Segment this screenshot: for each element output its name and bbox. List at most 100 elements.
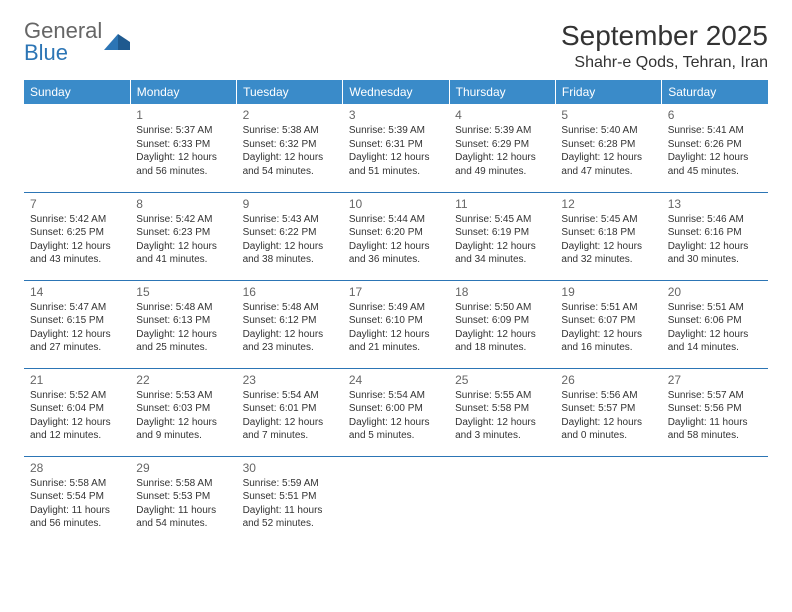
sunrise-line: Sunrise: 5:48 AM bbox=[136, 301, 230, 315]
sunrise-line: Sunrise: 5:38 AM bbox=[243, 124, 337, 138]
day-number: 9 bbox=[243, 196, 337, 212]
sunrise-line: Sunrise: 5:55 AM bbox=[455, 389, 549, 403]
day-number: 24 bbox=[349, 372, 443, 388]
calendar-day-cell: 28Sunrise: 5:58 AMSunset: 5:54 PMDayligh… bbox=[24, 456, 130, 544]
sunrise-line: Sunrise: 5:47 AM bbox=[30, 301, 124, 315]
sunrise-line: Sunrise: 5:50 AM bbox=[455, 301, 549, 315]
daylight-line: Daylight: 12 hours and 9 minutes. bbox=[136, 416, 230, 443]
sunset-line: Sunset: 6:20 PM bbox=[349, 226, 443, 240]
calendar-day-cell: 29Sunrise: 5:58 AMSunset: 5:53 PMDayligh… bbox=[130, 456, 236, 544]
day-number: 18 bbox=[455, 284, 549, 300]
sunrise-line: Sunrise: 5:39 AM bbox=[455, 124, 549, 138]
day-number: 3 bbox=[349, 107, 443, 123]
daylight-line: Daylight: 12 hours and 21 minutes. bbox=[349, 328, 443, 355]
sunset-line: Sunset: 6:33 PM bbox=[136, 138, 230, 152]
logo: General Blue bbox=[24, 20, 130, 64]
daylight-line: Daylight: 12 hours and 54 minutes. bbox=[243, 151, 337, 178]
calendar-row: 14Sunrise: 5:47 AMSunset: 6:15 PM Dayligh… bbox=[24, 280, 768, 368]
weekday-header: Friday bbox=[555, 80, 661, 104]
weekday-header: Tuesday bbox=[237, 80, 343, 104]
calendar-row: 21Sunrise: 5:52 AMSunset: 6:04 PMDayligh… bbox=[24, 368, 768, 456]
calendar-empty-cell bbox=[343, 456, 449, 544]
daylight-line: Daylight: 12 hours and 56 minutes. bbox=[136, 151, 230, 178]
day-number: 27 bbox=[668, 372, 762, 388]
sunrise-line: Sunrise: 5:57 AM bbox=[668, 389, 762, 403]
daylight-line: Daylight: 12 hours and 43 minutes. bbox=[30, 240, 124, 267]
sunset-line: Sunset: 6:01 PM bbox=[243, 402, 337, 416]
sunrise-line: Sunrise: 5:58 AM bbox=[136, 477, 230, 491]
calendar-day-cell: 26Sunrise: 5:56 AMSunset: 5:57 PMDayligh… bbox=[555, 368, 661, 456]
calendar-day-cell: 15Sunrise: 5:48 AMSunset: 6:13 PMDayligh… bbox=[130, 280, 236, 368]
calendar-empty-cell bbox=[24, 104, 130, 192]
calendar-empty-cell bbox=[662, 456, 768, 544]
calendar-day-cell: 22Sunrise: 5:53 AMSunset: 6:03 PMDayligh… bbox=[130, 368, 236, 456]
calendar-day-cell: 4Sunrise: 5:39 AMSunset: 6:29 PMDaylight… bbox=[449, 104, 555, 192]
sunset-line: Sunset: 6:03 PM bbox=[136, 402, 230, 416]
day-number: 19 bbox=[561, 284, 655, 300]
sunrise-line: Sunrise: 5:56 AM bbox=[561, 389, 655, 403]
calendar-day-cell: 18Sunrise: 5:50 AMSunset: 6:09 PMDayligh… bbox=[449, 280, 555, 368]
calendar-day-cell: 7Sunrise: 5:42 AMSunset: 6:25 PMDaylight… bbox=[24, 192, 130, 280]
calendar-row: 1Sunrise: 5:37 AMSunset: 6:33 PMDaylight… bbox=[24, 104, 768, 192]
sunrise-line: Sunrise: 5:43 AM bbox=[243, 213, 337, 227]
sunset-line: Sunset: 6:25 PM bbox=[30, 226, 124, 240]
daylight-line: Daylight: 12 hours and 18 minutes. bbox=[455, 328, 549, 355]
sunrise-line: Sunrise: 5:54 AM bbox=[349, 389, 443, 403]
daylight-line: Daylight: 11 hours and 56 minutes. bbox=[30, 504, 124, 531]
calendar-day-cell: 30Sunrise: 5:59 AMSunset: 5:51 PMDayligh… bbox=[237, 456, 343, 544]
day-number: 5 bbox=[561, 107, 655, 123]
calendar-empty-cell bbox=[555, 456, 661, 544]
sunrise-line: Sunrise: 5:52 AM bbox=[30, 389, 124, 403]
sunrise-line: Sunrise: 5:40 AM bbox=[561, 124, 655, 138]
sunset-line: Sunset: 5:51 PM bbox=[243, 490, 337, 504]
daylight-line: Daylight: 12 hours and 30 minutes. bbox=[668, 240, 762, 267]
sunset-line: Sunset: 6:18 PM bbox=[561, 226, 655, 240]
calendar-day-cell: 6Sunrise: 5:41 AMSunset: 6:26 PMDaylight… bbox=[662, 104, 768, 192]
weekday-header: Thursday bbox=[449, 80, 555, 104]
calendar-day-cell: 8Sunrise: 5:42 AMSunset: 6:23 PMDaylight… bbox=[130, 192, 236, 280]
logo-word2: Blue bbox=[24, 40, 68, 65]
sunset-line: Sunset: 6:15 PM bbox=[30, 314, 124, 328]
calendar-day-cell: 3Sunrise: 5:39 AMSunset: 6:31 PMDaylight… bbox=[343, 104, 449, 192]
sunset-line: Sunset: 5:53 PM bbox=[136, 490, 230, 504]
calendar-day-cell: 24Sunrise: 5:54 AMSunset: 6:00 PMDayligh… bbox=[343, 368, 449, 456]
sunrise-line: Sunrise: 5:45 AM bbox=[561, 213, 655, 227]
calendar-day-cell: 12Sunrise: 5:45 AMSunset: 6:18 PMDayligh… bbox=[555, 192, 661, 280]
daylight-line: Daylight: 12 hours and 32 minutes. bbox=[561, 240, 655, 267]
daylight-line: Daylight: 12 hours and 7 minutes. bbox=[243, 416, 337, 443]
calendar-day-cell: 21Sunrise: 5:52 AMSunset: 6:04 PMDayligh… bbox=[24, 368, 130, 456]
daylight-line: Daylight: 11 hours and 54 minutes. bbox=[136, 504, 230, 531]
calendar-empty-cell bbox=[449, 456, 555, 544]
month-title: September 2025 bbox=[561, 20, 768, 52]
logo-mark-icon bbox=[104, 32, 130, 54]
daylight-line: Daylight: 12 hours and 12 minutes. bbox=[30, 416, 124, 443]
calendar-day-cell: 11Sunrise: 5:45 AMSunset: 6:19 PMDayligh… bbox=[449, 192, 555, 280]
daylight-line: Daylight: 12 hours and 0 minutes. bbox=[561, 416, 655, 443]
day-number: 15 bbox=[136, 284, 230, 300]
daylight-line: Daylight: 12 hours and 3 minutes. bbox=[455, 416, 549, 443]
sunrise-line: Sunrise: 5:37 AM bbox=[136, 124, 230, 138]
day-number: 4 bbox=[455, 107, 549, 123]
sunset-line: Sunset: 6:22 PM bbox=[243, 226, 337, 240]
sunset-line: Sunset: 5:54 PM bbox=[30, 490, 124, 504]
calendar-day-cell: 23Sunrise: 5:54 AMSunset: 6:01 PMDayligh… bbox=[237, 368, 343, 456]
sunset-line: Sunset: 6:23 PM bbox=[136, 226, 230, 240]
daylight-line: Daylight: 12 hours and 51 minutes. bbox=[349, 151, 443, 178]
day-number: 10 bbox=[349, 196, 443, 212]
calendar-day-cell: 9Sunrise: 5:43 AMSunset: 6:22 PMDaylight… bbox=[237, 192, 343, 280]
sunrise-line: Sunrise: 5:46 AM bbox=[668, 213, 762, 227]
daylight-line: Daylight: 12 hours and 41 minutes. bbox=[136, 240, 230, 267]
sunset-line: Sunset: 6:06 PM bbox=[668, 314, 762, 328]
calendar-day-cell: 20Sunrise: 5:51 AMSunset: 6:06 PMDayligh… bbox=[662, 280, 768, 368]
sunrise-line: Sunrise: 5:49 AM bbox=[349, 301, 443, 315]
calendar-body: 1Sunrise: 5:37 AMSunset: 6:33 PMDaylight… bbox=[24, 104, 768, 544]
day-number: 14 bbox=[30, 284, 124, 300]
sunrise-line: Sunrise: 5:58 AM bbox=[30, 477, 124, 491]
calendar-row: 7Sunrise: 5:42 AMSunset: 6:25 PMDaylight… bbox=[24, 192, 768, 280]
calendar-day-cell: 25Sunrise: 5:55 AMSunset: 5:58 PMDayligh… bbox=[449, 368, 555, 456]
calendar-day-cell: 1Sunrise: 5:37 AMSunset: 6:33 PMDaylight… bbox=[130, 104, 236, 192]
day-number: 11 bbox=[455, 196, 549, 212]
calendar-day-cell: 2Sunrise: 5:38 AMSunset: 6:32 PMDaylight… bbox=[237, 104, 343, 192]
day-number: 6 bbox=[668, 107, 762, 123]
sunset-line: Sunset: 5:56 PM bbox=[668, 402, 762, 416]
